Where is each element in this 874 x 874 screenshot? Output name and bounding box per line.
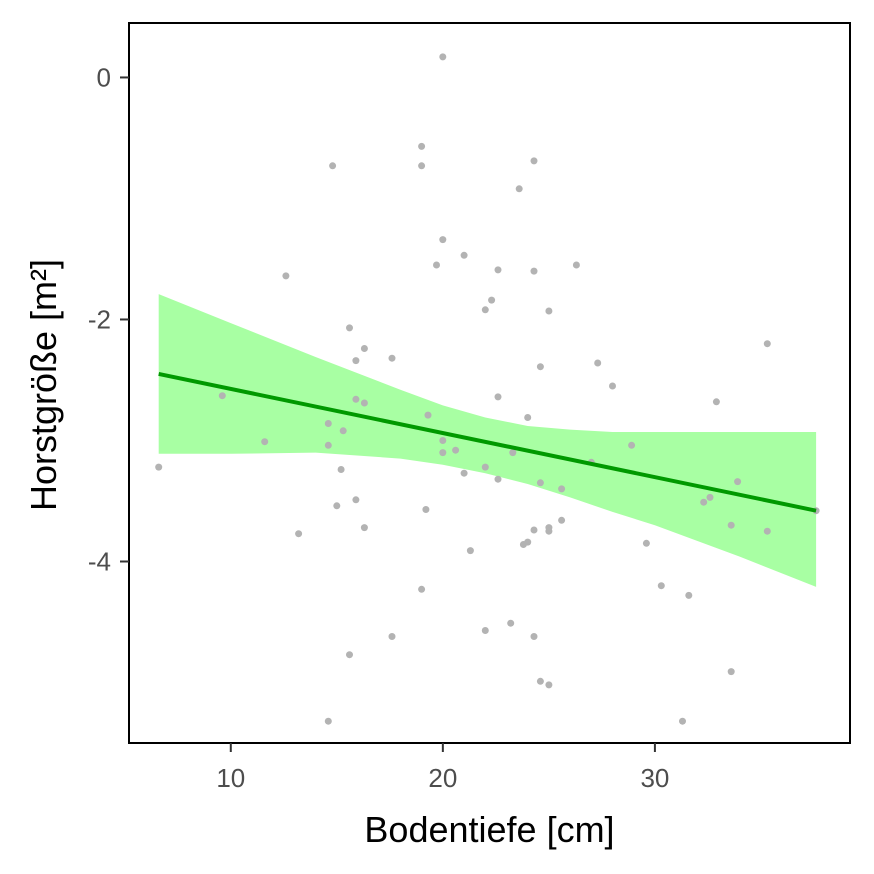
data-point [572, 261, 580, 269]
data-point [282, 272, 290, 280]
data-point [545, 527, 553, 535]
data-point [685, 591, 693, 599]
data-point [481, 306, 489, 314]
data-point [388, 354, 396, 362]
data-point [679, 717, 686, 725]
data-point [360, 399, 368, 407]
y-tick-label: -4 [88, 546, 111, 576]
data-point [536, 479, 544, 487]
data-point [727, 668, 735, 676]
data-point [333, 502, 341, 510]
data-point [481, 627, 489, 634]
trend-line [158, 371, 817, 513]
y-axis-title: Horstgröße [m²] [23, 259, 64, 511]
data-point [352, 496, 360, 504]
data-point [295, 530, 303, 538]
data-point [530, 267, 538, 275]
data-point [460, 251, 468, 259]
data-point [515, 185, 523, 193]
data-point [481, 463, 489, 471]
data-point [155, 463, 163, 471]
y-axis: 0 -2 -4 [88, 62, 129, 576]
data-point [418, 162, 426, 170]
data-point [439, 437, 447, 444]
data-point [530, 157, 538, 165]
data-point [360, 345, 368, 352]
data-point [337, 466, 345, 473]
data-point [700, 498, 708, 506]
data-point [558, 485, 566, 493]
data-point [536, 677, 544, 685]
plot-panel-border [128, 22, 851, 744]
data-point [433, 261, 440, 269]
data-point [524, 538, 532, 546]
data-point [466, 547, 474, 555]
data-point [418, 585, 426, 593]
data-point [218, 392, 226, 400]
data-point [494, 393, 502, 401]
x-axis: 10 20 30 [216, 743, 669, 793]
data-point [424, 411, 432, 419]
point-layer [155, 53, 820, 725]
data-point [536, 363, 544, 371]
data-point [439, 53, 447, 61]
x-tick-label: 10 [216, 763, 245, 793]
data-point [734, 478, 742, 486]
data-point [558, 516, 566, 524]
data-point [712, 398, 720, 406]
data-point [352, 395, 360, 403]
data-point [763, 527, 771, 535]
data-point [346, 324, 353, 332]
trend-line-layer [158, 371, 817, 513]
data-point [452, 446, 460, 454]
data-point [439, 449, 447, 457]
data-point [594, 359, 602, 367]
data-point [628, 441, 636, 449]
data-point [324, 420, 332, 427]
data-point [460, 469, 468, 477]
data-point [706, 493, 714, 501]
data-point [545, 681, 553, 689]
data-point [339, 427, 347, 435]
data-point [507, 619, 515, 627]
data-point [494, 266, 502, 274]
data-point [494, 475, 502, 483]
x-tick-label: 30 [640, 763, 669, 793]
data-point [324, 441, 332, 449]
data-point [530, 633, 538, 640]
data-point [509, 449, 517, 457]
x-tick-label: 20 [428, 763, 457, 793]
y-tick-label: -2 [88, 304, 111, 334]
data-point [418, 142, 426, 150]
data-point [530, 526, 538, 534]
data-point [324, 717, 332, 725]
data-point [352, 357, 360, 365]
data-point [329, 162, 337, 170]
data-point [261, 438, 269, 446]
data-point [488, 296, 496, 304]
data-point [642, 539, 650, 547]
data-point [346, 651, 353, 659]
data-point [657, 582, 665, 590]
data-point [727, 521, 735, 529]
data-point [545, 307, 553, 315]
data-point [609, 382, 616, 390]
data-point [422, 506, 430, 513]
y-tick-label: 0 [97, 62, 111, 92]
data-point [763, 340, 771, 348]
data-point [360, 524, 368, 532]
x-axis-title: Bodentiefe [cm] [364, 809, 614, 850]
data-point [524, 414, 532, 421]
data-point [388, 633, 396, 640]
data-point [439, 236, 447, 244]
